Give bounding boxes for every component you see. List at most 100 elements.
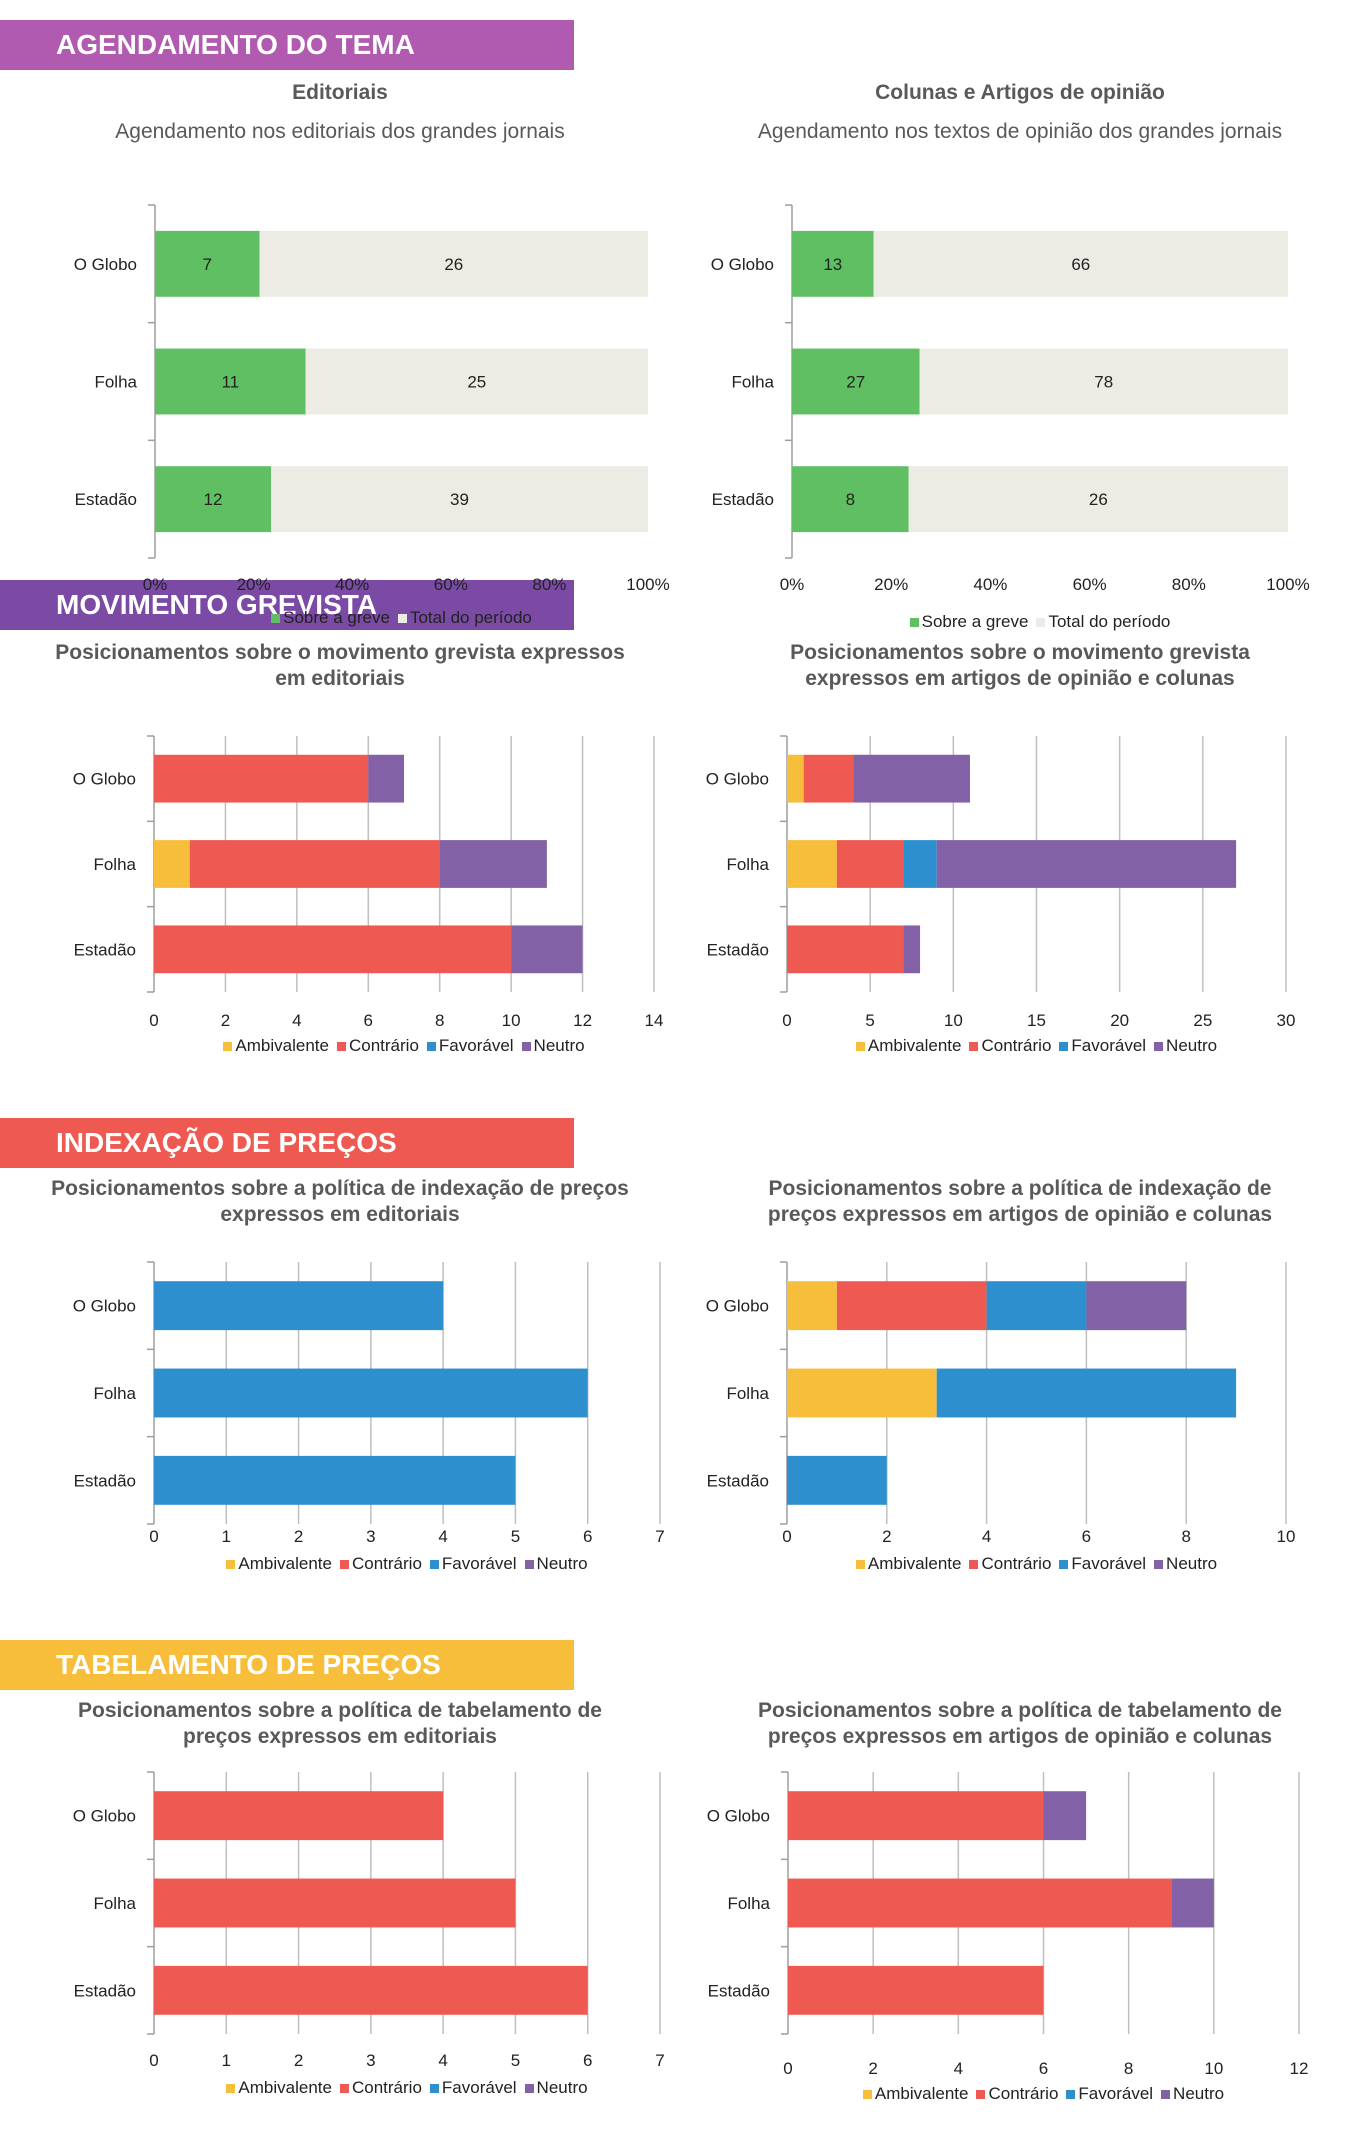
x-tick-label: 40% bbox=[335, 575, 369, 594]
bar-ambivalente-folha bbox=[787, 840, 837, 888]
legend-label: Neutro bbox=[1166, 1554, 1218, 1573]
legend-swatch bbox=[855, 1042, 865, 1052]
section-banner-tabelamento: TABELAMENTO DE PREÇOS bbox=[0, 1640, 574, 1690]
legend-swatch bbox=[969, 1042, 979, 1052]
bar-neutro-folha bbox=[936, 840, 1237, 888]
legend-swatch bbox=[1059, 1042, 1069, 1052]
legend-label: Ambivalente bbox=[867, 1036, 962, 1055]
x-tick-label: 4 bbox=[438, 2051, 447, 2070]
chart-movimento-opiniao: Posicionamentos sobre o movimento grevis… bbox=[680, 636, 1360, 1076]
bar-contrario-o-globo bbox=[803, 754, 854, 803]
bar-favoravel-o-globo bbox=[986, 1281, 1087, 1331]
chart-title: Posicionamentos sobre a política de inde… bbox=[51, 1177, 629, 1226]
data-label: 26 bbox=[444, 255, 463, 274]
chart-legend: Ambivalente Contrário Favorável Neutro bbox=[124, 2078, 690, 2098]
chart-indexacao-opiniao: Posicionamentos sobre a política de inde… bbox=[680, 1172, 1360, 1602]
legend-label: Total do período bbox=[1048, 612, 1171, 631]
legend-item-ambivalente: Ambivalente bbox=[226, 2078, 332, 2098]
x-tick-label: 10 bbox=[944, 1011, 963, 1030]
legend-label: Neutro bbox=[1166, 1036, 1218, 1055]
legend-swatch bbox=[855, 1560, 865, 1570]
legend-item-contrario: Contrário bbox=[336, 1036, 419, 1056]
category-label: O Globo bbox=[706, 1297, 769, 1316]
chart-legend: Ambivalente Contrário Favorável Neutro bbox=[757, 1554, 1316, 1574]
data-label: 78 bbox=[1094, 373, 1113, 392]
bar-contrario-o-globo bbox=[154, 754, 369, 803]
bar-sobre-a-greve-folha bbox=[792, 348, 920, 415]
x-tick-label: 10 bbox=[1204, 2059, 1223, 2078]
legend-item-neutro: Neutro bbox=[1161, 2084, 1224, 2104]
x-tick-label: 1 bbox=[222, 1527, 231, 1546]
chart-legend: Ambivalente Contrário Favorável Neutro bbox=[757, 1036, 1316, 1056]
chart-legend: Ambivalente Contrário Favorável Neutro bbox=[758, 2084, 1329, 2104]
chart-plot: O Globo Folha Estadão 0 1 2 3 4 5 6 7 bbox=[73, 1771, 665, 2070]
x-tick-label: 12 bbox=[1290, 2059, 1309, 2078]
x-tick-label: 4 bbox=[438, 1527, 447, 1546]
legend-swatch bbox=[429, 1560, 439, 1570]
legend-item-sobre-a-greve: Sobre a greve bbox=[271, 608, 390, 628]
legend-label: Favorável bbox=[1078, 2084, 1154, 2103]
legend-label: Neutro bbox=[536, 1554, 588, 1573]
bar-total-do-periodo-folha bbox=[919, 348, 1288, 415]
category-label: Folha bbox=[726, 1384, 769, 1403]
legend-label: Contrário bbox=[981, 1036, 1052, 1055]
x-tick-label: 3 bbox=[366, 2051, 375, 2070]
section-banner-indexacao: INDEXAÇÃO DE PREÇOS bbox=[0, 1118, 574, 1168]
category-label: Estadão bbox=[707, 1471, 769, 1490]
bar-neutro-o-globo bbox=[1043, 1791, 1087, 1841]
bar-contrario-o-globo bbox=[788, 1791, 1044, 1841]
category-label: Folha bbox=[93, 1384, 136, 1403]
x-tick-label: 2 bbox=[868, 2059, 877, 2078]
category-label: Estadão bbox=[74, 940, 136, 959]
data-label: 39 bbox=[450, 490, 469, 509]
chart-plot: O Globo Folha Estadão 0 2 4 6 8 10 bbox=[706, 1261, 1295, 1546]
category-label: O Globo bbox=[706, 770, 769, 789]
legend-label: Ambivalente bbox=[867, 1554, 962, 1573]
chart-title: Posicionamentos sobre a política de tabe… bbox=[758, 1699, 1282, 1748]
bar-neutro-folha bbox=[439, 840, 547, 888]
x-tick-label: 0 bbox=[782, 1011, 791, 1030]
bar-ambivalente-o-globo bbox=[787, 1281, 837, 1331]
bar-neutro-o-globo bbox=[853, 754, 970, 803]
chart-plot: O Globo Folha Estadão 0 2 4 6 8 10 12 14 bbox=[73, 735, 663, 1030]
category-label: Estadão bbox=[708, 1981, 770, 2000]
legend-item-favoravel: Favorável bbox=[426, 1036, 514, 1056]
legend-swatch bbox=[271, 614, 281, 624]
legend-label: Sobre a greve bbox=[283, 608, 390, 627]
legend-swatch bbox=[976, 2090, 986, 2100]
legend-swatch bbox=[339, 1560, 349, 1570]
legend-label: Neutro bbox=[533, 1036, 585, 1055]
legend-label: Contrário bbox=[988, 2084, 1059, 2103]
chart-legend: Ambivalente Contrário Favorável Neutro bbox=[124, 1554, 690, 1574]
bar-neutro-o-globo bbox=[368, 754, 404, 803]
legend-item-ambivalente: Ambivalente bbox=[862, 2084, 968, 2104]
bar-ambivalente-folha bbox=[154, 840, 190, 888]
bar-sobre-a-greve-estadao bbox=[792, 466, 909, 533]
chart-title: Editoriais bbox=[292, 81, 388, 104]
legend-swatch bbox=[1059, 1560, 1069, 1570]
bar-favoravel-folha bbox=[154, 1368, 588, 1418]
x-tick-label: 8 bbox=[1124, 2059, 1133, 2078]
bar-ambivalente-o-globo bbox=[787, 754, 804, 803]
x-tick-label: 5 bbox=[511, 2051, 520, 2070]
x-tick-label: 6 bbox=[583, 2051, 592, 2070]
x-tick-label: 4 bbox=[982, 1527, 991, 1546]
chart-indexacao-editoriais: Posicionamentos sobre a política de inde… bbox=[0, 1172, 680, 1602]
legend-swatch bbox=[226, 1560, 236, 1570]
category-label: O Globo bbox=[74, 255, 137, 274]
data-label: 27 bbox=[846, 373, 865, 392]
chart-agendamento-editoriais: Editoriais Agendamento nos editoriais dos… bbox=[0, 70, 680, 627]
legend-swatch bbox=[521, 1042, 531, 1052]
data-label: 11 bbox=[221, 373, 239, 392]
legend-item-favoravel: Favorável bbox=[429, 1554, 517, 1574]
category-label: Estadão bbox=[74, 1471, 136, 1490]
bar-favoravel-estadao bbox=[154, 1455, 516, 1505]
chart-agendamento-opiniao: Colunas e Artigos de opinião Agendamento … bbox=[680, 70, 1360, 631]
data-label: 25 bbox=[467, 373, 486, 392]
bar-contrario-estadao bbox=[154, 1965, 588, 2015]
x-tick-label: 2 bbox=[221, 1011, 230, 1030]
category-label: Estadão bbox=[707, 940, 769, 959]
category-label: Folha bbox=[93, 855, 136, 874]
chart-title: Posicionamentos sobre a política de inde… bbox=[767, 1177, 1273, 1226]
x-tick-label: 100% bbox=[1266, 575, 1309, 594]
